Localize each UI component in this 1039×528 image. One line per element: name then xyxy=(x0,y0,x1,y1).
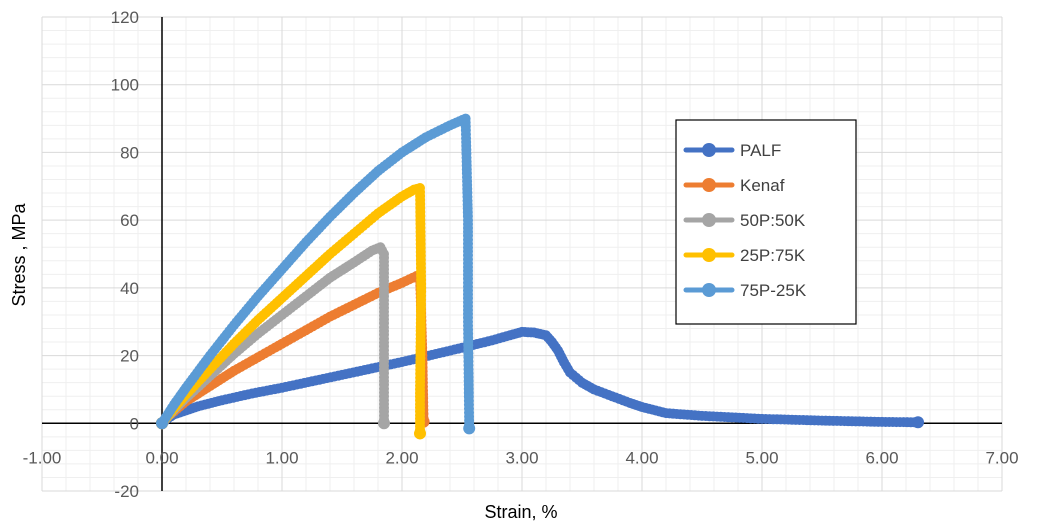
legend-item-25p-75k: 25P:75K xyxy=(683,246,806,265)
legend-item-kenaf: Kenaf xyxy=(683,176,785,195)
y-tick-label: 20 xyxy=(120,347,139,366)
y-tick-label: 60 xyxy=(120,211,139,230)
legend-swatch-marker xyxy=(702,143,716,157)
legend-label: 25P:75K xyxy=(740,246,806,265)
data-point xyxy=(156,417,168,430)
x-tick-label: 6.00 xyxy=(865,448,898,467)
legend-label: 75P-25K xyxy=(740,281,807,300)
legend-swatch-marker xyxy=(702,248,716,262)
legend-item-50p-50k: 50P:50K xyxy=(683,211,806,230)
y-tick-label: 0 xyxy=(130,414,139,433)
series-layer xyxy=(156,113,924,440)
data-point xyxy=(378,417,390,430)
data-point xyxy=(912,416,924,429)
x-tick-label: 1.00 xyxy=(265,448,298,467)
y-tick-labels: -20 0 20 40 60 80 100 120 xyxy=(111,8,139,501)
x-tick-label: 7.00 xyxy=(985,448,1018,467)
x-tick-label: 3.00 xyxy=(505,448,538,467)
y-tick-label: 120 xyxy=(111,8,139,27)
legend-label: 50P:50K xyxy=(740,211,806,230)
x-tick-label: -1.00 xyxy=(23,448,62,467)
series-25p-75k xyxy=(156,182,427,440)
legend-label: PALF xyxy=(740,141,781,160)
x-tick-label: 0.00 xyxy=(145,448,178,467)
legend: PALF Kenaf 50P:50K 25P:75K 75P-25K xyxy=(675,119,857,325)
legend-item-palf: PALF xyxy=(683,141,781,160)
x-tick-label: 4.00 xyxy=(625,448,658,467)
x-tick-label: 5.00 xyxy=(745,448,778,467)
legend-item-75p-25k: 75P-25K xyxy=(683,281,807,300)
series-75p-25k xyxy=(156,113,476,435)
y-tick-label: -20 xyxy=(114,482,139,501)
legend-label: Kenaf xyxy=(740,176,785,195)
legend-swatch-marker xyxy=(702,213,716,227)
x-tick-labels: -1.00 0.00 1.00 2.00 3.00 4.00 5.00 6.00 7.00 xyxy=(23,448,1019,467)
y-tick-label: 40 xyxy=(120,279,139,298)
series-palf xyxy=(156,326,924,430)
data-point xyxy=(463,422,476,435)
y-axis-title: Stress , MPa xyxy=(9,203,29,307)
legend-swatch-marker xyxy=(702,283,716,297)
y-tick-label: 100 xyxy=(111,76,139,95)
x-tick-label: 2.00 xyxy=(385,448,418,467)
x-axis-title: Strain, % xyxy=(484,502,557,522)
data-point xyxy=(414,427,426,440)
legend-swatch-marker xyxy=(702,178,716,192)
y-tick-label: 80 xyxy=(120,143,139,162)
